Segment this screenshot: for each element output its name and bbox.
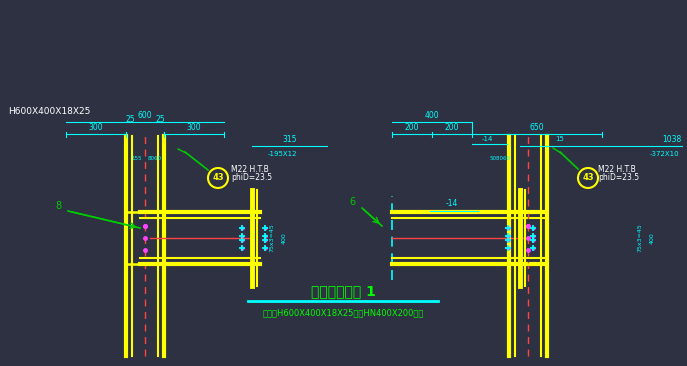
Text: 75x3=45: 75x3=45: [638, 224, 642, 253]
Text: phiD=23.5: phiD=23.5: [231, 173, 272, 183]
Text: -14: -14: [446, 199, 458, 208]
Text: 300: 300: [187, 123, 201, 132]
Text: 400: 400: [649, 232, 655, 244]
Text: 155: 155: [132, 156, 142, 161]
Text: 400: 400: [282, 232, 286, 244]
Text: M22 H.T.B: M22 H.T.B: [231, 164, 269, 173]
Text: 315: 315: [283, 135, 297, 144]
Text: 1038: 1038: [662, 135, 682, 144]
Text: 300: 300: [89, 123, 103, 132]
Text: M22 H.T.B: M22 H.T.B: [598, 164, 635, 173]
Text: 650: 650: [530, 123, 544, 132]
Text: 75x3=45: 75x3=45: [269, 224, 275, 253]
Text: H600X400X18X25: H600X400X18X25: [8, 107, 91, 116]
Text: phiD=23.5: phiD=23.5: [598, 173, 639, 183]
Text: 15: 15: [556, 136, 565, 142]
Text: -14: -14: [482, 136, 493, 142]
Text: 200: 200: [444, 123, 459, 132]
Text: 25: 25: [155, 115, 165, 124]
Text: 25: 25: [125, 115, 135, 124]
Text: 200: 200: [405, 123, 419, 132]
Text: 600: 600: [137, 111, 153, 120]
Text: 8060: 8060: [148, 156, 162, 161]
Text: 用于钢H600X400X18X25与钢HN400X200连接: 用于钢H600X400X18X25与钢HN400X200连接: [262, 309, 424, 317]
Text: 梁柱连接节点 1: 梁柱连接节点 1: [311, 284, 375, 298]
Text: 43: 43: [582, 173, 594, 183]
Text: 43: 43: [212, 173, 224, 183]
Text: -372X10: -372X10: [650, 151, 679, 157]
Text: 6: 6: [349, 197, 355, 207]
Text: 400: 400: [425, 111, 439, 120]
Text: 8: 8: [55, 201, 61, 211]
Text: 508060: 508060: [490, 156, 510, 161]
Text: -195X12: -195X12: [268, 151, 297, 157]
